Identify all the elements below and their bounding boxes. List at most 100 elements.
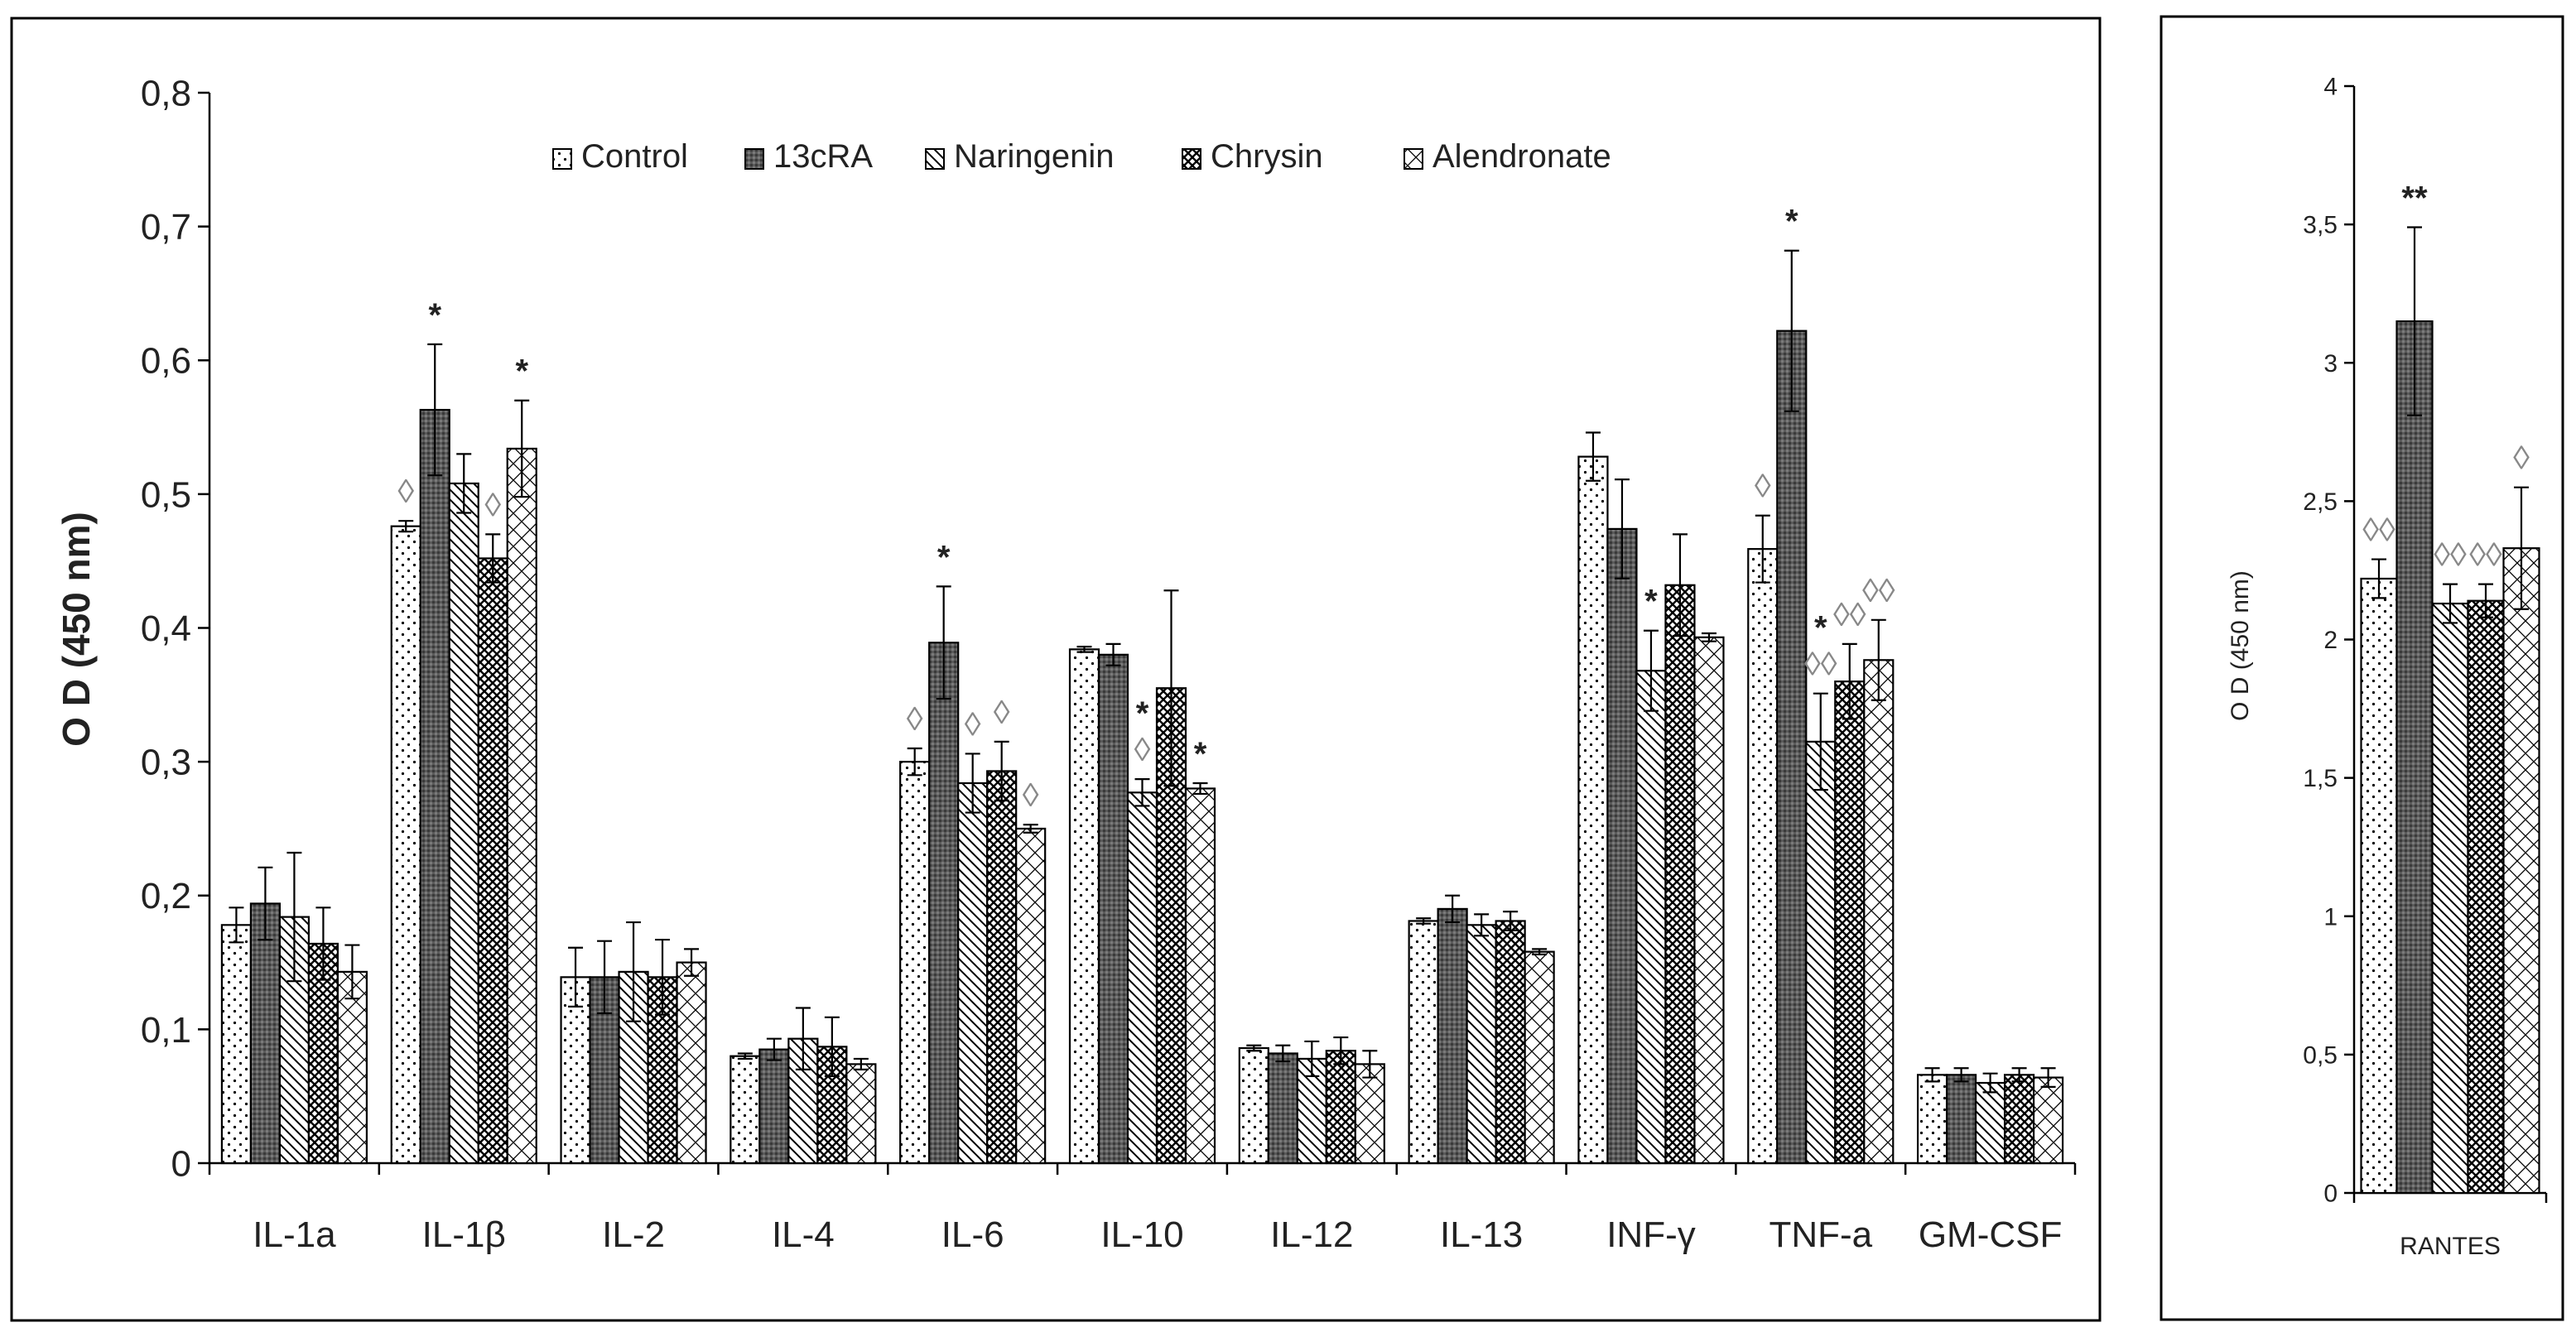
main-significance-mark: ◊ [965, 706, 981, 743]
main-group-inf: * [1577, 431, 1725, 1165]
main-bar-il-1-13cra [419, 408, 450, 1165]
main-bar-il-1-control [390, 525, 421, 1165]
main-bar-il-4-alendronate [845, 1063, 877, 1165]
rantes-y-tick-label: 4 [2323, 74, 2338, 101]
rantes-bar-rantes-naringenin [2431, 602, 2469, 1195]
legend-swatch [1182, 148, 1201, 170]
legend-label: Control [581, 138, 688, 175]
main-bar-tnf-a-chrysin [1834, 681, 1866, 1165]
main-significance-mark: * [1194, 736, 1207, 772]
main-significance-mark: * [515, 353, 528, 390]
rantes-significance-mark: ◊◊ [2469, 537, 2502, 574]
main-y-tick-label: 0,2 [141, 876, 191, 916]
main-bar-il-1a-13cra [249, 902, 282, 1165]
main-bar-il-1-naringenin [448, 482, 479, 1165]
main-bar-gm-csf-naringenin [1974, 1081, 2006, 1165]
main-bar-il-1-alendronate [506, 447, 537, 1165]
main-group-il-1a [220, 851, 368, 1165]
main-group-il-13 [1408, 894, 1555, 1165]
rantes-bar-rantes-alendronate [2502, 547, 2540, 1195]
main-y-tick-label: 0,4 [141, 608, 191, 649]
main-category-label: IL-4 [772, 1214, 835, 1255]
rantes-y-tick-label: 3 [2323, 350, 2338, 378]
legend-swatch [1404, 148, 1423, 170]
main-bar-il-6-chrysin [986, 770, 1018, 1165]
main-category-label: IL-10 [1100, 1214, 1183, 1255]
legend-swatch [552, 148, 572, 170]
main-category-label: IL-1a [253, 1214, 336, 1255]
main-bar-il-12-alendronate [1354, 1063, 1385, 1165]
main-group-il-4 [729, 1007, 877, 1165]
main-bar-inf-naringenin [1635, 670, 1667, 1165]
main-bar-gm-csf-13cra [1945, 1074, 1977, 1165]
main-bar-il-13-chrysin [1495, 920, 1526, 1165]
main-bar-il-13-alendronate [1524, 950, 1555, 1165]
main-bar-tnf-a-control [1747, 548, 1779, 1165]
main-bar-il-10-naringenin [1126, 791, 1158, 1165]
main-group-gm-csf [1916, 1067, 2064, 1165]
main-significance-mark: * [1644, 584, 1658, 620]
main-bar-il-10-control [1068, 648, 1100, 1165]
main-bar-il-2-naringenin [618, 970, 649, 1165]
main-group-il-6: * ◊ ◊ ◊ ◊ [899, 539, 1047, 1165]
legend-item-alendronate: Alendronate [1404, 138, 1611, 175]
main-bar-il-1-chrysin [477, 557, 508, 1165]
legend-item-control: Control [552, 138, 688, 175]
main-significance-mark: ◊ [1755, 469, 1771, 505]
main-significance-mark: ◊◊ [1804, 647, 1837, 683]
main-bar-il-4-13cra [758, 1048, 790, 1165]
rantes-y-tick-label: 3,5 [2303, 212, 2338, 239]
main-group-il-12 [1238, 1036, 1385, 1165]
rantes-y-tick-label: 1,5 [2303, 765, 2338, 792]
rantes-category-label: RANTES [2400, 1233, 2501, 1260]
main-y-tick-label: 0,7 [141, 207, 191, 248]
legend-item-chrysin: Chrysin [1182, 138, 1323, 175]
main-bar-tnf-a-naringenin [1805, 740, 1837, 1165]
rantes-significance-mark: ◊◊ [2362, 512, 2395, 549]
main-group-il-10: ◊** [1068, 589, 1216, 1165]
legend-label: 13cRA [773, 138, 873, 175]
main-group-il-2 [560, 921, 707, 1165]
rantes-bar-rantes-control [2360, 577, 2398, 1195]
rantes-bar-rantes-chrysin [2467, 599, 2505, 1195]
main-bar-il-6-alendronate [1015, 827, 1047, 1165]
main-significance-mark: * [1814, 610, 1827, 647]
main-category-label: IL-13 [1440, 1214, 1523, 1255]
main-y-tick-label: 0 [171, 1143, 191, 1184]
main-bar-inf-alendronate [1693, 636, 1725, 1165]
legend-item-naringenin: Naringenin [925, 138, 1114, 175]
main-y-tick-label: 0,6 [141, 341, 191, 382]
legend-label: Chrysin [1211, 138, 1323, 175]
main-bar-inf-chrysin [1664, 584, 1696, 1165]
rantes-significance-mark: ** [2401, 180, 2428, 216]
main-bar-il-2-alendronate [676, 961, 707, 1165]
main-bar-il-6-control [899, 761, 931, 1165]
main-bar-gm-csf-alendronate [2032, 1076, 2064, 1165]
rantes-group-rantes: **◊◊◊◊ ◊◊◊ [2360, 180, 2540, 1195]
main-category-label: IL-2 [602, 1214, 665, 1255]
main-category-label: IL-1β [422, 1214, 506, 1255]
main-bar-il-1a-alendronate [336, 970, 368, 1165]
main-category-label: TNF-a [1769, 1214, 1872, 1255]
main-bar-il-1a-control [220, 924, 253, 1165]
main-significance-mark: ◊◊ [1833, 597, 1866, 633]
main-group-tnf-a: *◊◊◊* ◊◊◊◊ [1747, 204, 1895, 1165]
legend-item-13cra: 13cRA [744, 138, 873, 175]
legend-swatch [744, 148, 764, 170]
rantes-chart: 00,511,522,533,54O D (450 nm)**◊◊◊◊ ◊◊◊RA… [2227, 74, 2548, 1260]
main-bar-il-13-13cra [1437, 907, 1468, 1165]
main-significance-mark: * [1785, 204, 1798, 240]
main-bar-il-13-control [1408, 920, 1439, 1165]
main-bar-tnf-a-13cra [1776, 329, 1808, 1165]
main-significance-mark: ◊ [484, 487, 501, 523]
rantes-bar-rantes-13cra [2395, 320, 2434, 1195]
rantes-y-tick-label: 2 [2323, 627, 2338, 654]
main-significance-mark: ◊ [1134, 732, 1151, 768]
rantes-y-tick-label: 2,5 [2303, 488, 2338, 516]
main-significance-mark: * [1136, 695, 1149, 732]
main-bar-inf-13cra [1606, 527, 1638, 1165]
rantes-y-tick-label: 0,5 [2303, 1041, 2338, 1069]
main-bar-il-12-13cra [1267, 1052, 1298, 1165]
